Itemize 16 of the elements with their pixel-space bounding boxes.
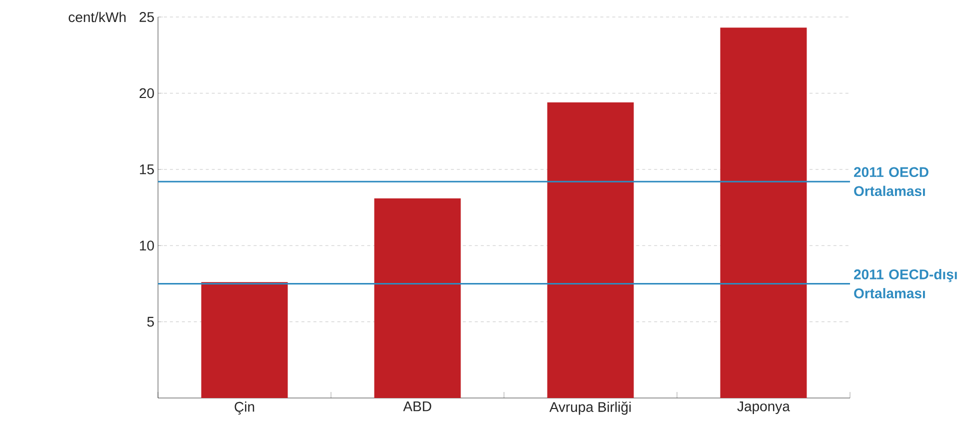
bar	[374, 198, 461, 398]
y-tick-label: 5	[147, 316, 154, 327]
bar	[720, 28, 807, 398]
bar	[201, 282, 288, 398]
x-tick-label: Japonya	[737, 402, 790, 414]
y-tick-label: 20	[140, 88, 154, 98]
x-tick-label: Çin	[234, 402, 254, 415]
y-tick-label: 15	[140, 164, 154, 174]
ref-line-label: 2011 OECD-dışı Ortalaması	[854, 269, 957, 298]
y-tick-label: 10	[140, 240, 154, 251]
y-axis-title: cent/kWh	[68, 12, 126, 22]
x-tick-label: Avrupa Birliği	[549, 402, 631, 415]
ref-line-label: 2011 OECD Ortalaması	[854, 167, 928, 196]
y-tick-label: 25	[140, 12, 154, 22]
x-tick-label: ABD	[403, 402, 432, 412]
bar	[547, 102, 634, 398]
